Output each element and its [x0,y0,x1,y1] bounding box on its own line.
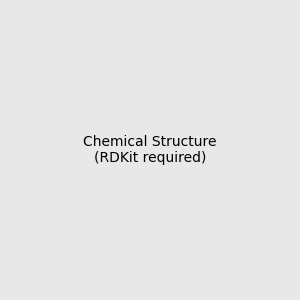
Text: Chemical Structure
(RDKit required): Chemical Structure (RDKit required) [83,135,217,165]
